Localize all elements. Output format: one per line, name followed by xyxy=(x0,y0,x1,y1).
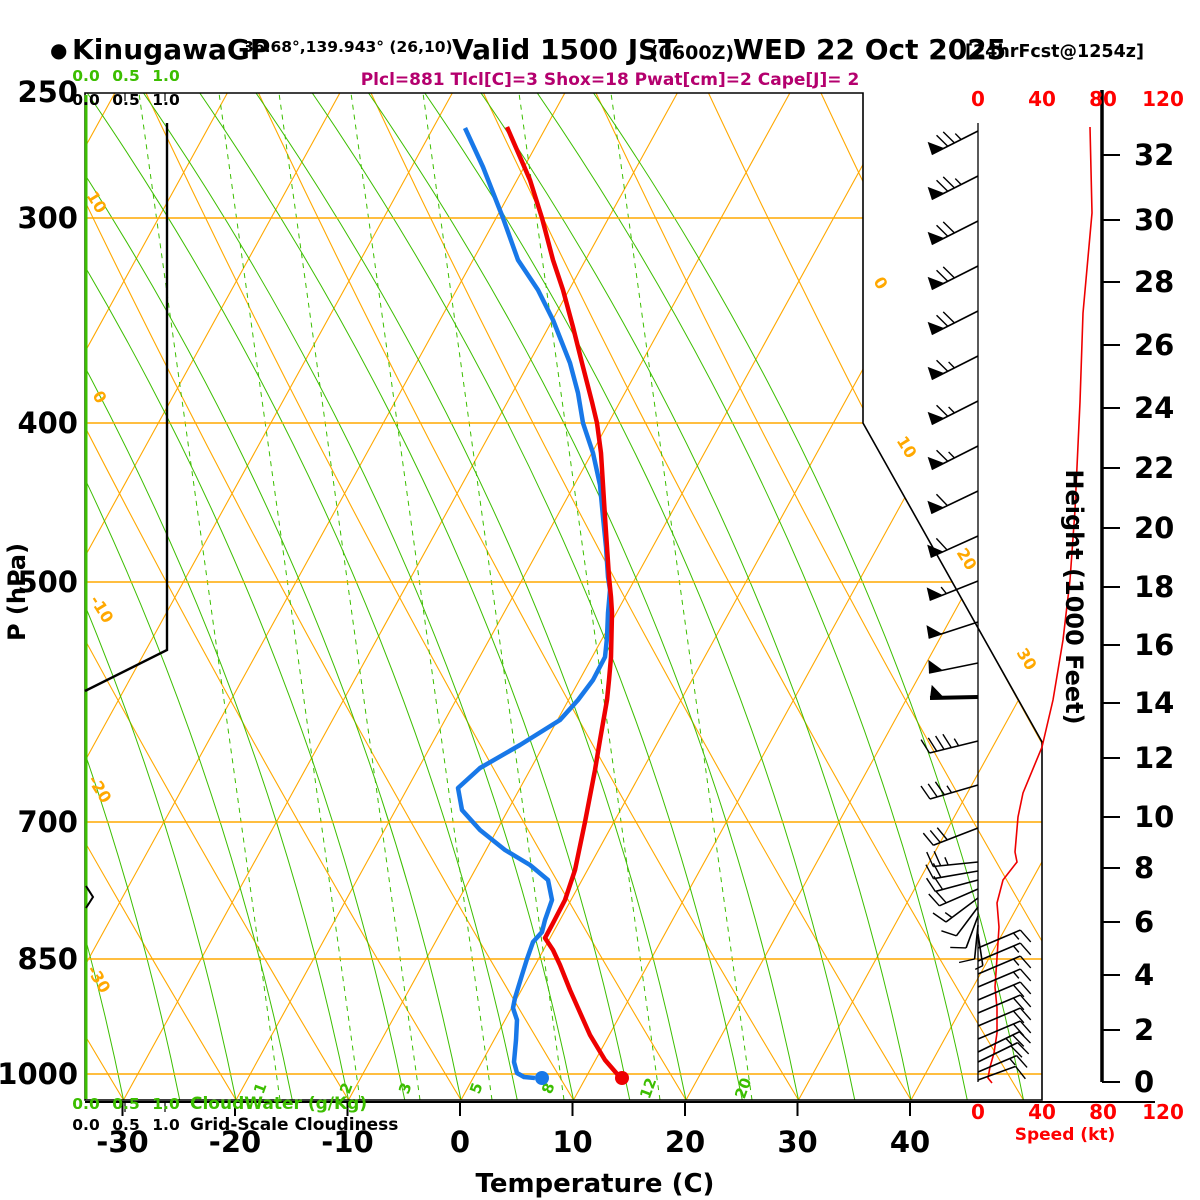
svg-text:1000: 1000 xyxy=(0,1057,78,1091)
svg-text:700: 700 xyxy=(17,805,78,839)
svg-text:20: 20 xyxy=(1134,511,1174,545)
forecast-tag: [24hrFcst@1254z] xyxy=(965,42,1144,62)
svg-text:12: 12 xyxy=(1134,741,1174,775)
height-axis-label: Height (1000 Feet) xyxy=(1060,469,1088,724)
svg-text:1.0: 1.0 xyxy=(152,1095,180,1113)
wind-barbs xyxy=(920,130,1032,1081)
svg-text:5: 5 xyxy=(466,1080,486,1096)
stability-indices: Plcl=881 Tlcl[C]=3 Shox=18 Pwat[cm]=2 Ca… xyxy=(361,70,860,90)
svg-text:120: 120 xyxy=(1142,1100,1184,1124)
temperature-axis: -30 -20 -10 0 10 20 30 40 xyxy=(85,93,1155,1159)
svg-text:500: 500 xyxy=(17,565,78,599)
svg-text:32: 32 xyxy=(1134,138,1174,172)
plot-frame xyxy=(84,92,1043,1101)
svg-text:-10: -10 xyxy=(321,1125,373,1159)
temperature-curve xyxy=(504,126,624,1080)
svg-text:24: 24 xyxy=(1134,391,1174,425)
svg-text:6: 6 xyxy=(1134,905,1154,939)
speed-axis-label: Speed (kt) xyxy=(1015,1125,1116,1145)
svg-text:0: 0 xyxy=(450,1125,470,1159)
svg-text:30: 30 xyxy=(777,1125,817,1159)
svg-text:0: 0 xyxy=(870,273,892,293)
title-bullet-icon: ● xyxy=(50,38,67,62)
surface-dewpoint-dot xyxy=(535,1071,549,1085)
svg-text:-30: -30 xyxy=(96,1125,148,1159)
wind-speed-profile xyxy=(987,126,1093,1084)
cloudiness-blip xyxy=(85,885,95,909)
svg-text:40: 40 xyxy=(1028,87,1056,111)
cloudwater-scale-label: CloudWater (g/Kg) xyxy=(190,1094,367,1114)
pressure-gridlines xyxy=(85,217,1042,1075)
svg-text:3: 3 xyxy=(395,1080,415,1096)
svg-text:40: 40 xyxy=(890,1125,930,1159)
svg-text:0: 0 xyxy=(971,87,985,111)
svg-text:26: 26 xyxy=(1134,328,1174,362)
valid-time: Valid 1500 JST xyxy=(452,33,677,66)
svg-text:20: 20 xyxy=(953,545,981,574)
svg-text:300: 300 xyxy=(17,201,78,235)
svg-text:30: 30 xyxy=(1013,645,1041,674)
dewpoint-curve xyxy=(455,127,613,1081)
temperature-axis-label: Temperature (C) xyxy=(476,1169,715,1199)
svg-text:400: 400 xyxy=(17,406,78,440)
svg-text:10: 10 xyxy=(893,433,921,462)
svg-text:10: 10 xyxy=(1134,800,1174,834)
svg-text:0: 0 xyxy=(1134,1065,1154,1099)
svg-text:1.0: 1.0 xyxy=(152,91,180,109)
svg-text:1.0: 1.0 xyxy=(152,67,180,85)
cloudiness-profile-line xyxy=(84,123,169,693)
pressure-labels: 250 300 400 500 700 850 1000 xyxy=(0,75,78,1091)
svg-text:4: 4 xyxy=(1134,958,1154,992)
sounding-curves xyxy=(455,126,624,1081)
svg-text:40: 40 xyxy=(1028,1100,1056,1124)
surface-temperature-dot xyxy=(615,1071,629,1085)
svg-text:120: 120 xyxy=(1142,87,1184,111)
svg-text:10: 10 xyxy=(552,1125,592,1159)
cloudiness-scale-label: Grid-Scale Cloudiness xyxy=(190,1115,398,1135)
station-name: KinugawaGP xyxy=(72,33,270,66)
svg-text:2: 2 xyxy=(1134,1013,1154,1047)
svg-text:1.0: 1.0 xyxy=(152,1116,180,1134)
grid-lines xyxy=(85,93,1042,1100)
svg-text:16: 16 xyxy=(1134,628,1174,662)
pressure-axis-label: P (hPa) xyxy=(3,543,31,641)
svg-text:20: 20 xyxy=(665,1125,705,1159)
svg-text:80: 80 xyxy=(1089,1100,1117,1124)
zulu-time: (0600Z) xyxy=(650,42,734,64)
svg-text:22: 22 xyxy=(1134,451,1174,485)
svg-text:-10: -10 xyxy=(86,592,117,627)
svg-text:0.0: 0.0 xyxy=(72,1116,100,1134)
svg-text:0.5: 0.5 xyxy=(112,67,139,85)
svg-text:0.0: 0.0 xyxy=(72,67,100,85)
valid-date: WED 22 Oct 2025 xyxy=(733,33,1006,66)
svg-text:8: 8 xyxy=(1134,851,1154,885)
svg-text:0.0: 0.0 xyxy=(72,91,100,109)
station-coords: 36.68°,139.943° (26,10) xyxy=(243,38,453,56)
svg-text:80: 80 xyxy=(1089,87,1117,111)
svg-text:0.5: 0.5 xyxy=(112,1095,139,1113)
svg-text:30: 30 xyxy=(1134,203,1174,237)
svg-text:0.0: 0.0 xyxy=(72,1095,100,1113)
svg-text:14: 14 xyxy=(1134,686,1174,720)
svg-text:0: 0 xyxy=(89,387,111,407)
svg-text:0.5: 0.5 xyxy=(112,91,139,109)
svg-text:850: 850 xyxy=(17,942,78,976)
svg-text:28: 28 xyxy=(1134,265,1174,299)
svg-text:-20: -20 xyxy=(84,772,115,807)
svg-text:18: 18 xyxy=(1134,570,1174,604)
svg-text:0: 0 xyxy=(971,1100,985,1124)
svg-text:-30: -30 xyxy=(83,962,114,997)
svg-text:0.5: 0.5 xyxy=(112,1116,139,1134)
svg-text:-20: -20 xyxy=(209,1125,261,1159)
svg-text:250: 250 xyxy=(17,75,78,109)
cloud-scales: 0.0 0.0 0.0 0.0 0.5 0.5 0.5 0.5 1.0 1.0 1.0 1.0 xyxy=(72,67,180,1134)
